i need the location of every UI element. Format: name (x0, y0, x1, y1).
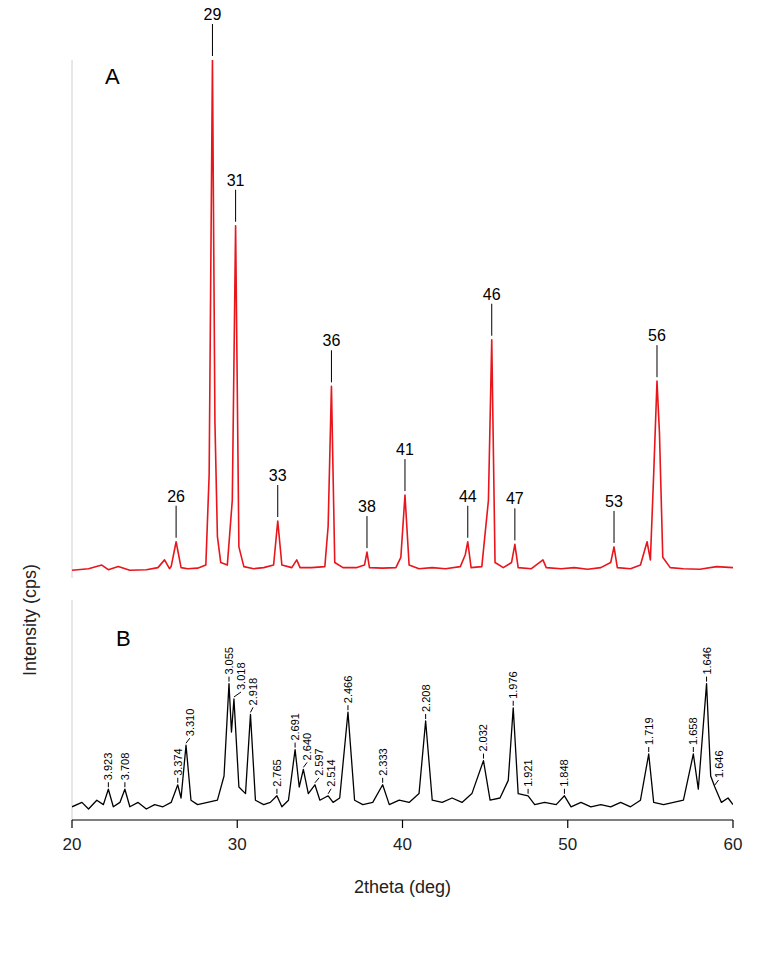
d-spacing-label: 1.976 (507, 671, 519, 699)
figure: 26 29 31 33 36 38 41 44 46 47 53 56 A 3.923 3.708 3.374… (0, 0, 760, 959)
leader-line (186, 738, 190, 743)
peak-label: 33 (269, 467, 287, 484)
leader-line (328, 789, 331, 794)
y-axis-title: Intensity (cps) (20, 564, 40, 676)
leader-line (404, 459, 405, 491)
leader-line (212, 24, 213, 56)
leader-line (295, 743, 296, 748)
leader-line (108, 782, 109, 787)
x-tick-label: 30 (228, 835, 247, 854)
leader-line (656, 345, 657, 377)
peak-label: 38 (358, 498, 376, 515)
xrd-pattern (72, 60, 733, 570)
leader-line (235, 190, 236, 222)
x-tick (732, 820, 733, 828)
panel-1: 3.923 3.708 3.3743.310 3.0553.0182.918 2.765… (20, 564, 742, 897)
d-spacing-label: 2.640 (301, 733, 313, 761)
d-spacing-label: 2.032 (477, 724, 489, 752)
plot-area (72, 684, 733, 809)
leader-line (491, 304, 492, 336)
leader-line (315, 778, 319, 783)
panel-letter: B (116, 626, 131, 651)
x-tick-label: 40 (393, 835, 412, 854)
leader-line (513, 701, 514, 706)
leader-line (228, 677, 229, 682)
peak-labels: 3.923 3.708 3.3743.310 3.0553.0182.918 2.765… (102, 647, 724, 794)
d-spacing-label: 2.466 (342, 676, 354, 704)
d-spacing-label: 3.923 (102, 753, 114, 781)
d-spacing-label: 3.055 (223, 647, 235, 675)
peak-label: 46 (483, 286, 501, 303)
leader-line (177, 778, 178, 783)
peak-label: 26 (167, 488, 185, 505)
y-range-line (72, 600, 73, 820)
leader-line (648, 747, 649, 752)
x-tick-label: 50 (558, 835, 577, 854)
d-spacing-label: 1.719 (643, 717, 655, 745)
x-tick-label: 20 (63, 835, 82, 854)
leader-line (528, 789, 529, 794)
peak-label: 36 (323, 332, 341, 349)
d-spacing-label: 2.208 (420, 684, 432, 712)
leader-line (366, 516, 367, 548)
leader-line (467, 506, 468, 538)
d-spacing-label: 2.918 (247, 678, 259, 706)
peak-label: 53 (605, 493, 623, 510)
leader-line (693, 747, 694, 752)
panel-letter: A (105, 64, 120, 89)
leader-line (425, 714, 426, 719)
xrd-pattern (72, 684, 733, 809)
leader-line (250, 707, 253, 712)
leader-line (176, 506, 177, 538)
plot-area (72, 60, 733, 570)
leader-line (715, 780, 719, 785)
x-tick (402, 820, 403, 828)
d-spacing-label: 3.708 (119, 753, 131, 781)
peak-label: 56 (648, 327, 666, 344)
d-spacing-label: 1.921 (522, 759, 534, 787)
leader-line (382, 778, 383, 783)
d-spacing-label: 2.514 (325, 759, 337, 787)
leader-line (564, 789, 565, 794)
peak-labels: 26 29 31 33 36 38 41 44 46 47 53 56 (167, 6, 666, 548)
d-spacing-label: 3.374 (172, 748, 184, 776)
d-spacing-label: 2.691 (289, 713, 301, 741)
d-spacing-label: 2.765 (271, 759, 283, 787)
leader-line (483, 754, 484, 759)
leader-line (277, 485, 278, 517)
peak-label: 44 (459, 488, 477, 505)
d-spacing-label: 2.597 (313, 748, 325, 776)
x-tick (71, 820, 72, 828)
leader-line (124, 782, 125, 787)
leader-line (347, 705, 348, 710)
peak-label: 41 (396, 441, 414, 458)
leader-line (331, 350, 332, 382)
d-spacing-label: 2.333 (377, 748, 389, 776)
d-spacing-label: 3.310 (184, 709, 196, 737)
leader-line (276, 789, 277, 794)
y-range-line (72, 60, 73, 578)
x-tick (567, 820, 568, 828)
x-tick (237, 820, 238, 828)
peak-label: 29 (204, 6, 222, 23)
d-spacing-label: 1.848 (558, 759, 570, 787)
leader-line (303, 762, 307, 767)
d-spacing-label: 1.658 (687, 717, 699, 745)
leader-line (614, 511, 615, 543)
panel-0: 26 29 31 33 36 38 41 44 46 47 53 56 A (72, 6, 733, 578)
leader-line (706, 677, 707, 682)
leader-line (234, 692, 241, 697)
x-axis-title: 2theta (deg) (354, 877, 451, 897)
leader-line (514, 508, 515, 540)
d-spacing-label: 3.018 (235, 662, 247, 690)
d-spacing-label: 1.646 (701, 647, 713, 675)
peak-label: 47 (506, 490, 524, 507)
d-spacing-label: 1.646 (713, 750, 725, 778)
peak-label: 31 (227, 172, 245, 189)
x-tick-label: 60 (724, 835, 743, 854)
